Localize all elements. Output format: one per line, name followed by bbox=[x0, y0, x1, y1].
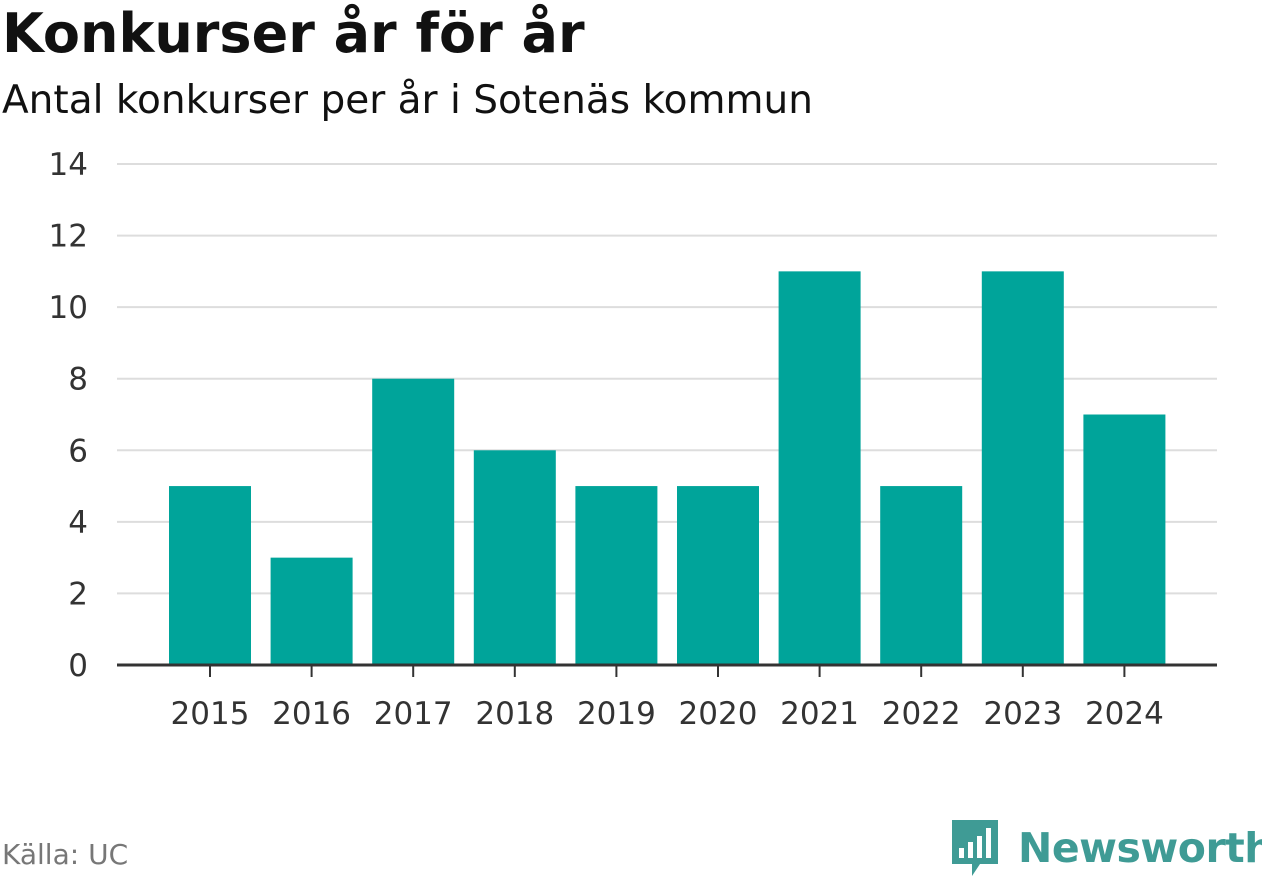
bars bbox=[169, 271, 1166, 665]
bar-2017 bbox=[372, 378, 455, 665]
x-tick-label: 2018 bbox=[475, 696, 554, 732]
y-tick-label: 2 bbox=[68, 576, 88, 612]
bar-2015 bbox=[169, 486, 251, 665]
chart-title: Konkurser år för år bbox=[2, 2, 585, 65]
y-tick-label: 10 bbox=[49, 290, 88, 326]
x-tick-label: 2024 bbox=[1085, 696, 1164, 732]
brand-logo: Newsworthy bbox=[950, 818, 1262, 878]
x-tick-label: 2015 bbox=[171, 696, 250, 732]
bar-2019 bbox=[575, 486, 658, 665]
y-tick-label: 0 bbox=[68, 648, 88, 684]
y-tick-label: 8 bbox=[68, 362, 88, 398]
y-tick-label: 6 bbox=[68, 433, 88, 469]
bar-2020 bbox=[677, 486, 759, 665]
x-tick-label: 2021 bbox=[780, 696, 859, 732]
chart-subtitle: Antal konkurser per år i Sotenäs kommun bbox=[2, 78, 813, 123]
bar-2022 bbox=[880, 486, 963, 665]
bar-2018 bbox=[473, 450, 556, 665]
x-axis-tick-labels: 2015 2016 2017 2018 2019 2020 2021 2022 2023 2024 bbox=[171, 696, 1164, 732]
x-tick-label: 2022 bbox=[882, 696, 961, 732]
bar-chart-speech-bubble-icon bbox=[952, 820, 998, 876]
bar-2021 bbox=[778, 271, 861, 665]
bar-2016 bbox=[270, 557, 353, 665]
brand-name: Newsworthy bbox=[1018, 824, 1262, 872]
source-note: Källa: UC bbox=[2, 838, 129, 871]
bar-2024 bbox=[1083, 414, 1166, 665]
y-tick-label: 12 bbox=[49, 219, 88, 255]
x-tick-label: 2023 bbox=[983, 696, 1062, 732]
x-tick-label: 2017 bbox=[374, 696, 453, 732]
y-axis-tick-labels: 0 2 4 6 8 10 12 14 bbox=[49, 147, 88, 684]
y-tick-label: 14 bbox=[49, 147, 88, 183]
bar-chart: 0 2 4 6 8 10 12 14 2015 2016 2017 2018 2019 2020 2021… bbox=[49, 147, 1217, 732]
x-tick-label: 2020 bbox=[679, 696, 758, 732]
x-tick-label: 2019 bbox=[577, 696, 656, 732]
bar-2023 bbox=[981, 271, 1064, 665]
x-axis bbox=[117, 663, 1217, 677]
y-tick-label: 4 bbox=[68, 505, 88, 541]
x-tick-label: 2016 bbox=[272, 696, 351, 732]
